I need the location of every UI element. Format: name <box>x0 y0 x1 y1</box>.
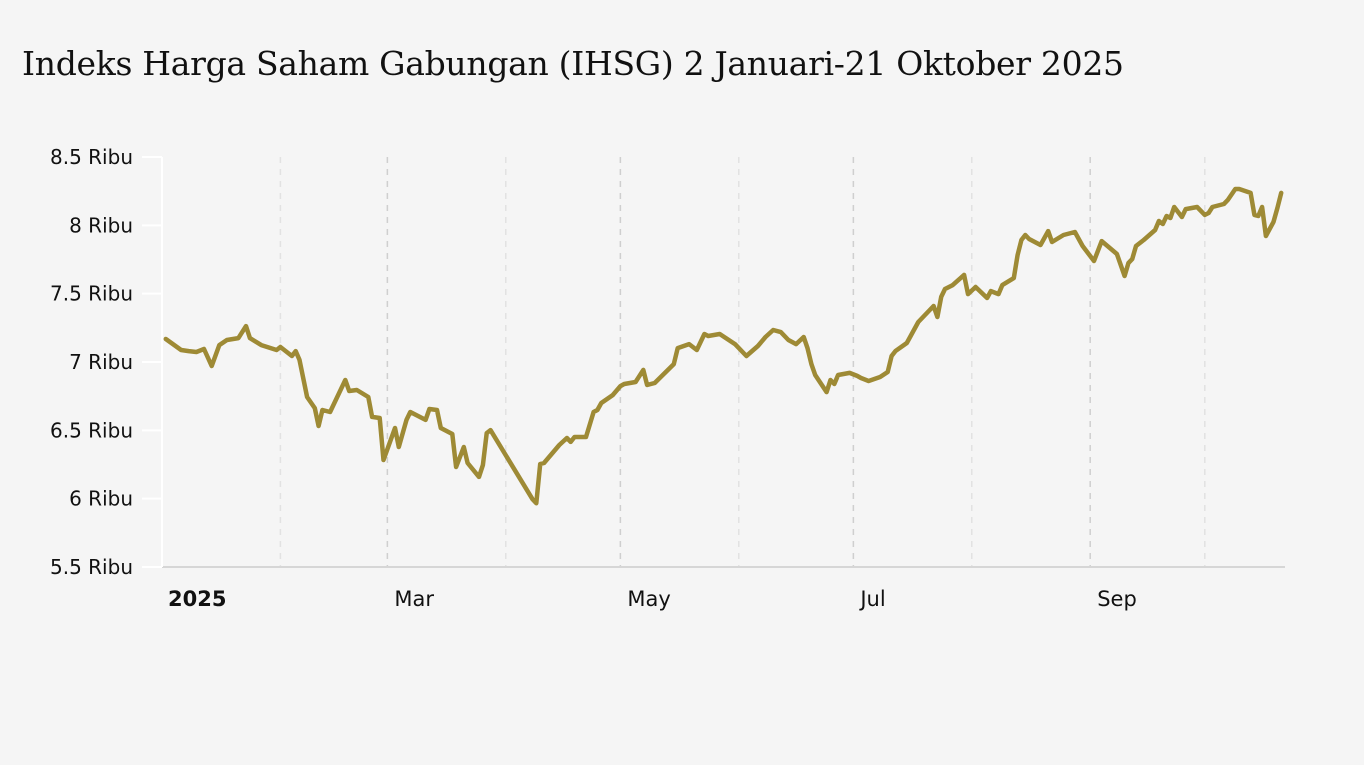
y-tick-label: 5.5 Ribu <box>50 555 133 579</box>
y-tick-label: 7 Ribu <box>69 350 133 374</box>
y-tick-label: 6 Ribu <box>69 487 133 511</box>
y-tick-label: 6.5 Ribu <box>50 418 133 442</box>
x-tick-label: May <box>627 587 670 611</box>
x-tick-label: Sep <box>1097 587 1137 611</box>
y-tick-label: 8.5 Ribu <box>50 145 133 169</box>
y-tick-label: 7.5 Ribu <box>50 282 133 306</box>
x-tick-label: Jul <box>858 587 885 611</box>
y-tick-label: 8 Ribu <box>69 213 133 237</box>
x-tick-label: Mar <box>394 587 434 611</box>
x-tick-label: 2025 <box>168 587 226 611</box>
ihsg-series-line <box>163 186 1284 506</box>
chart-title: Indeks Harga Saham Gabungan (IHSG) 2 Jan… <box>22 44 1124 83</box>
